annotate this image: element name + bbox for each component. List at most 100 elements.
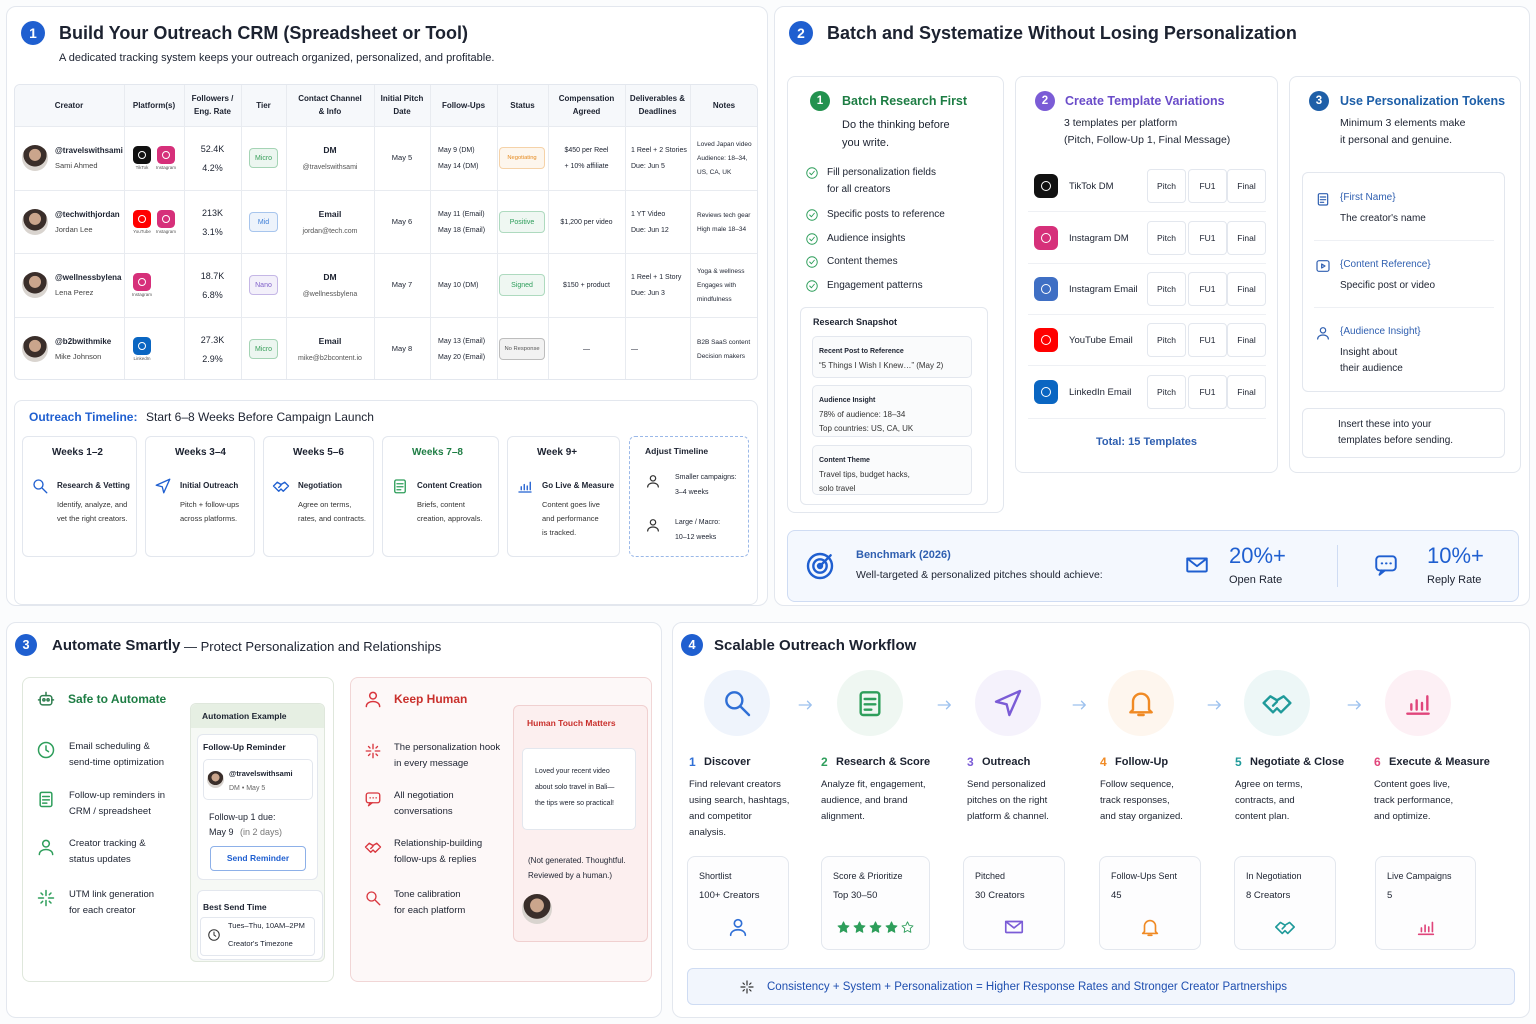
icon-part xyxy=(368,691,378,700)
divider xyxy=(1337,545,1338,587)
icon-check xyxy=(806,233,818,245)
handle: @travelswithsami xyxy=(229,769,293,778)
benchmark xyxy=(787,530,1519,602)
icon-part xyxy=(806,280,818,292)
label: Instagram xyxy=(155,165,176,170)
headers: Compensation xyxy=(558,94,615,103)
snapshot-item xyxy=(812,385,972,437)
icon-search xyxy=(725,691,751,717)
token: {Audience Insight} xyxy=(1340,326,1421,337)
title: Content Creation xyxy=(417,480,482,490)
icon-part xyxy=(740,980,754,994)
followers: 18.7K xyxy=(200,271,225,281)
deliverables: 1 YT Video xyxy=(631,210,666,218)
icon-part xyxy=(901,920,913,933)
desc: pitches on the right xyxy=(967,794,1048,806)
text: Well-targeted & personalized pitches sho… xyxy=(856,569,1103,581)
snapshot-item xyxy=(812,445,972,495)
headers: Date xyxy=(393,107,411,116)
desc: alignment. xyxy=(821,811,865,823)
icon-check xyxy=(806,256,818,268)
icon-clock xyxy=(37,741,55,759)
stat-card xyxy=(1099,856,1201,950)
icon-part xyxy=(278,484,282,489)
icon-part xyxy=(39,791,53,808)
icon-part xyxy=(994,689,1022,717)
quote: Loved your recent video xyxy=(535,767,610,775)
icon-part xyxy=(41,487,48,494)
weeks: Weeks 5–6 xyxy=(293,447,344,458)
status-badge xyxy=(499,211,545,233)
label: Instagram xyxy=(155,229,176,234)
icon-part xyxy=(1378,569,1386,576)
icon-hands xyxy=(1275,921,1295,935)
column-divider xyxy=(690,85,691,379)
icon-part xyxy=(863,697,877,711)
column-divider xyxy=(625,85,626,379)
row-divider xyxy=(1314,307,1494,308)
compensation: — xyxy=(583,345,590,353)
icon-part xyxy=(1072,700,1086,710)
weeks: Week 9+ xyxy=(537,447,578,458)
variant xyxy=(1147,323,1186,357)
items: CRM / spreadsheet xyxy=(69,805,151,817)
meta: DM • May 5 xyxy=(229,784,266,792)
desc: Find relevant creators xyxy=(689,778,781,790)
title: Negotiate & Close xyxy=(1250,755,1345,768)
value: 10–12 weeks xyxy=(675,533,717,541)
icon-part xyxy=(370,845,374,850)
icon-part xyxy=(33,479,44,490)
icon-part xyxy=(38,848,54,856)
icon-check xyxy=(806,280,818,292)
number-badge xyxy=(810,91,830,111)
name: Jordan Lee xyxy=(55,225,93,234)
icon-part xyxy=(1317,193,1329,206)
panel xyxy=(672,622,1530,1018)
status-badge xyxy=(499,338,545,360)
items: conversations xyxy=(394,805,453,817)
row-divider xyxy=(15,317,757,318)
contact: @wellnessbylena xyxy=(302,290,358,298)
step-circle xyxy=(1108,670,1174,736)
status: Positive xyxy=(509,218,535,226)
send-button[interactable] xyxy=(210,846,306,871)
num: 1 xyxy=(689,755,696,769)
value: 10%+ xyxy=(1427,543,1484,568)
title: Initial Outreach xyxy=(180,480,239,490)
table xyxy=(14,84,758,380)
platform-glyph xyxy=(1040,180,1052,192)
contact: @travelswithsami xyxy=(302,163,358,171)
token: {Content Reference} xyxy=(1340,259,1431,270)
icon-part xyxy=(39,694,53,706)
icon-part xyxy=(1417,921,1434,936)
icon-target xyxy=(806,552,834,580)
icon-part xyxy=(1316,260,1330,272)
column-divider xyxy=(124,85,125,379)
icon-part xyxy=(816,562,824,570)
icon-user xyxy=(729,918,747,937)
stat-card xyxy=(687,856,789,950)
headers: Initial Pitch xyxy=(380,94,424,103)
timeline-step xyxy=(145,436,255,557)
name: Instagram Email xyxy=(1069,283,1138,295)
icon-part xyxy=(1275,921,1295,935)
icon-part xyxy=(729,928,747,937)
subtitle: 3 templates per platform xyxy=(1064,117,1178,129)
num: 5 xyxy=(1235,755,1242,769)
tier: Mid xyxy=(257,218,270,226)
token: {First Name} xyxy=(1340,192,1396,203)
title: Safe to Automate xyxy=(68,692,167,706)
items: for each platform xyxy=(394,904,466,916)
subtitle: you write. xyxy=(842,136,890,149)
number-badge xyxy=(1035,91,1055,111)
value: 20%+ xyxy=(1229,543,1286,568)
icon-part xyxy=(365,700,381,708)
channel: Email xyxy=(318,208,342,219)
notes: Audience: 18–34, xyxy=(697,154,748,162)
deliverables: 1 Reel + 2 Stories xyxy=(631,146,687,154)
subtitle: — Protect Personalization and Relationsh… xyxy=(184,639,442,654)
timeline-adjust xyxy=(629,436,749,557)
desc: Agree on terms, xyxy=(298,500,352,509)
footer-bar xyxy=(687,968,1515,1005)
